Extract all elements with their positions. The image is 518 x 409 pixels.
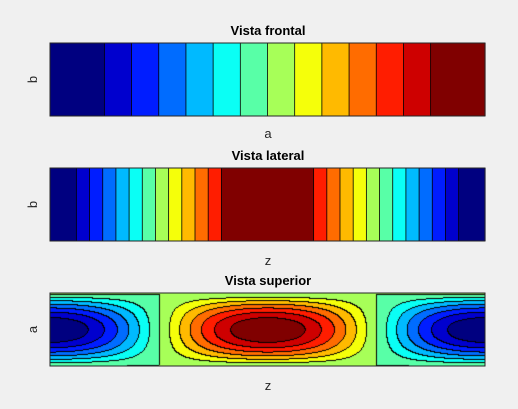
subplot-3-contour-field — [50, 293, 485, 366]
subplot-2-band — [419, 168, 433, 241]
subplot-3-ylabel: a — [25, 325, 40, 333]
subplot-1-band — [213, 43, 241, 116]
subplot-2-band — [195, 168, 209, 241]
subplot-2-band — [168, 168, 183, 241]
subplot-1-xlabel: a — [264, 126, 272, 141]
subplot-2-band — [274, 168, 288, 241]
subplot-2-band — [129, 168, 143, 241]
subplot-1-axes-box — [49, 42, 486, 117]
subplot-1-band — [158, 43, 187, 116]
subplot-2-band — [208, 168, 222, 241]
subplot-1-band — [430, 43, 459, 116]
subplot-2-band — [432, 168, 447, 241]
subplot-1-band — [240, 43, 269, 116]
subplot-1-band — [376, 43, 405, 116]
subplot-2-ylabel: b — [25, 201, 40, 208]
subplot-2-band — [155, 168, 170, 241]
subplot-2-band — [247, 168, 262, 241]
subplot-1-band — [131, 43, 160, 116]
subplot-2-band — [445, 168, 460, 241]
subplot-2-title: Vista lateral — [232, 148, 305, 163]
subplot-2-band — [366, 168, 381, 241]
subplot-1-band — [349, 43, 377, 116]
subplot-2-band — [287, 168, 302, 241]
subplot-2-band — [458, 168, 473, 241]
subplot-1-band — [77, 43, 105, 116]
subplot-2-xlabel: z — [265, 253, 272, 268]
subplot-3-plot-area — [50, 293, 485, 366]
subplot-1-band — [321, 43, 350, 116]
subplot-2-band — [353, 168, 367, 241]
subplot-1-ylabel: b — [25, 76, 40, 83]
subplot-2-band — [405, 168, 420, 241]
subplot-2-band — [471, 168, 486, 241]
subplot-2-band — [392, 168, 407, 241]
subplot-2-band — [181, 168, 196, 241]
subplot-2-band — [102, 168, 117, 241]
subplot-1-band — [294, 43, 323, 116]
subplot-1-band — [403, 43, 432, 116]
subplot-3-title: Vista superior — [225, 273, 311, 288]
subplot-2-band — [89, 168, 104, 241]
subplot-1-band — [50, 43, 78, 116]
subplot-1-plot-area — [50, 43, 486, 116]
subplot-1-band — [267, 43, 296, 116]
subplot-1-band — [185, 43, 214, 116]
subplot-2-band — [300, 168, 315, 241]
subplot-2-band — [326, 168, 341, 241]
subplot-2-band — [234, 168, 249, 241]
subplot-3: Vista superior z a — [25, 273, 486, 393]
subplot-1: Vista frontal a b — [25, 23, 486, 141]
subplot-2-band — [142, 168, 157, 241]
subplot-2-band — [76, 168, 91, 241]
subplot-2-band — [379, 168, 394, 241]
subplot-2-band — [63, 168, 77, 241]
subplot-2-band — [313, 168, 328, 241]
subplot-1-title: Vista frontal — [231, 23, 306, 38]
subplot-3-xlabel: z — [265, 378, 272, 393]
subplot-2-band — [340, 168, 354, 241]
subplot-2: Vista lateral z b — [25, 148, 486, 268]
subplot-1-band — [104, 43, 133, 116]
subplot-2-plot-area — [50, 168, 486, 241]
subplot-2-band — [115, 168, 130, 241]
subplot-3-axes-box — [49, 292, 486, 367]
subplot-1-band — [457, 43, 486, 116]
subplot-2-axes-box — [49, 167, 486, 242]
subplot-2-band — [221, 168, 236, 241]
subplot-2-band — [50, 168, 64, 241]
subplot-2-band — [260, 168, 275, 241]
